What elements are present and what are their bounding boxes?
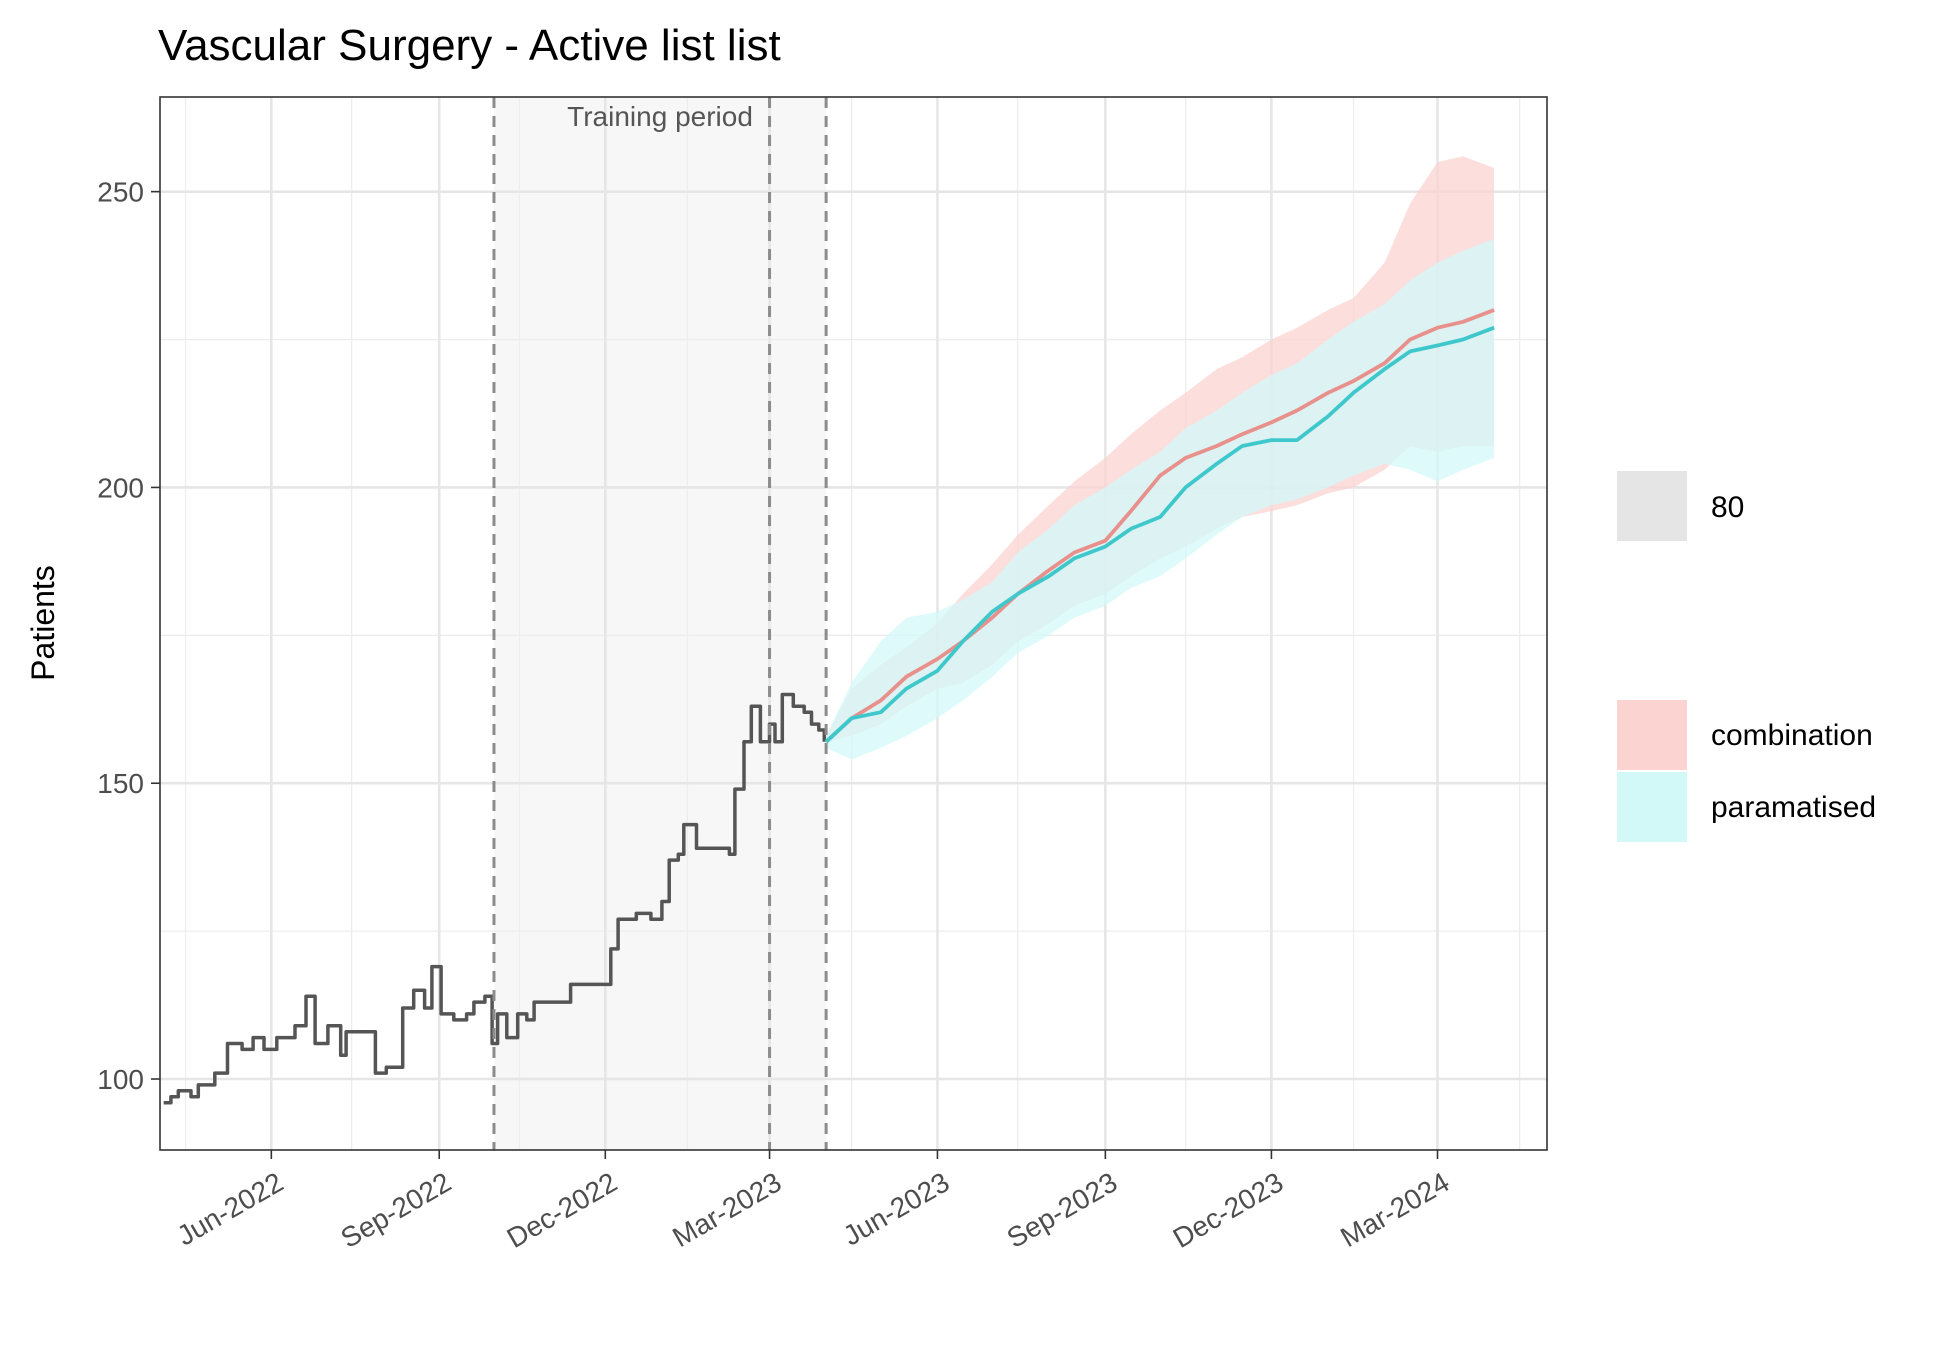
x-tick-label: Jun-2022 xyxy=(172,1166,289,1251)
x-tick-label: Mar-2023 xyxy=(667,1166,786,1253)
x-tick-label: Sep-2023 xyxy=(1002,1166,1123,1254)
legend-key-combination xyxy=(1617,700,1687,770)
legend: 80 combination paramatised xyxy=(1617,471,1876,842)
y-tick-label: 200 xyxy=(97,472,144,503)
legend-key-paramatised xyxy=(1617,772,1687,842)
ribbon-paramatised xyxy=(826,239,1495,760)
x-axis: Jun-2022 Sep-2022 Dec-2022 Mar-2023 Jun-2023… xyxy=(172,1150,1455,1254)
x-tick-label: Mar-2024 xyxy=(1335,1166,1454,1253)
plot-background xyxy=(160,97,1547,1150)
x-tick-label: Jun-2023 xyxy=(838,1166,955,1251)
training-period-shade xyxy=(493,97,827,1150)
plot-border xyxy=(159,96,1548,1151)
series-line-combination xyxy=(824,308,1495,744)
observed-line xyxy=(163,692,827,1105)
plot-area: Training period xyxy=(159,96,1548,1151)
training-period-label: Training period xyxy=(567,101,753,132)
x-tick-label: Sep-2022 xyxy=(336,1166,457,1254)
legend-key-interval xyxy=(1617,471,1687,541)
legend-label-combination: combination xyxy=(1711,719,1873,752)
chart-title: Vascular Surgery - Active list list xyxy=(158,21,781,70)
y-axis: 100 150 200 250 xyxy=(97,177,160,1095)
y-axis-title: Patients xyxy=(25,565,61,681)
legend-label-interval: 80 xyxy=(1711,491,1744,524)
x-tick-label: Dec-2022 xyxy=(502,1166,623,1254)
legend-label-paramatised: paramatised xyxy=(1711,791,1876,824)
y-tick-label: 150 xyxy=(97,768,144,799)
series-line-paramatised xyxy=(824,325,1495,744)
y-tick-label: 100 xyxy=(97,1064,144,1095)
x-tick-label: Dec-2023 xyxy=(1168,1166,1289,1254)
y-tick-label: 250 xyxy=(97,177,144,208)
